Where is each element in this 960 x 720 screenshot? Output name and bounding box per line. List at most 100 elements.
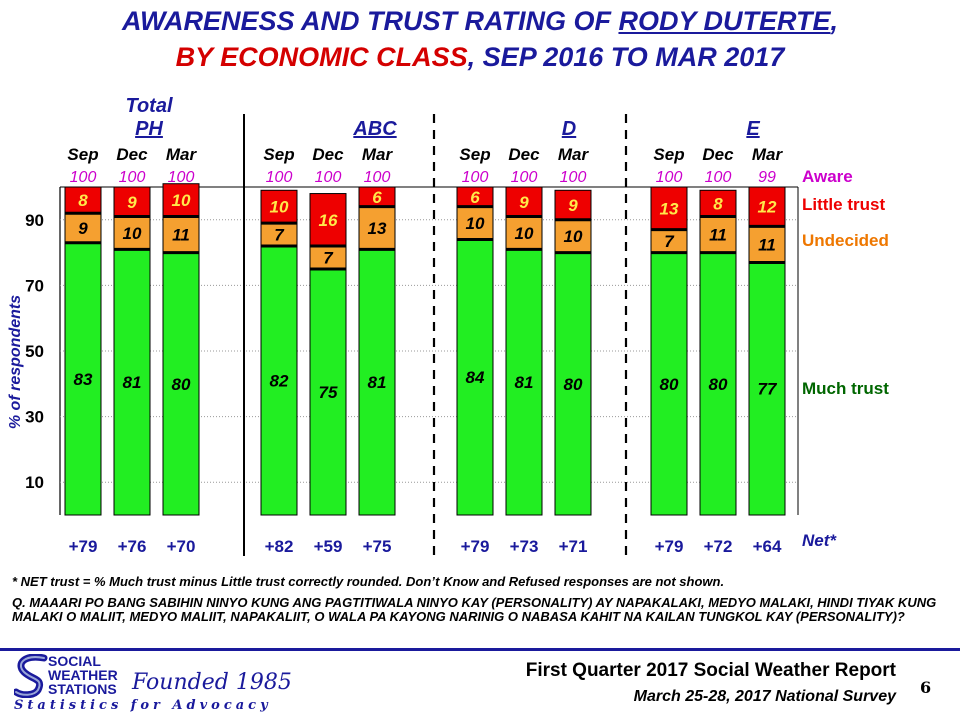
little-trust-value: 9: [519, 193, 529, 212]
bar-little-trust: [505, 186, 543, 218]
net-trust-value: +79: [461, 537, 490, 556]
little-trust-value: 6: [470, 188, 480, 207]
aware-value: 100: [560, 169, 587, 186]
period-label: Dec: [312, 145, 344, 164]
org-name: SOCIAL WEATHER STATIONS: [48, 654, 118, 696]
bar-little-trust: [554, 189, 592, 221]
y-tick-label: 10: [25, 473, 44, 492]
org-tagline: Statistics for Advocacy: [14, 698, 272, 713]
much-trust-value: 75: [319, 383, 338, 402]
footer-rule: [0, 648, 960, 651]
little-trust-value: 6: [372, 188, 382, 207]
bar-much-trust: [64, 242, 102, 516]
much-trust-value: 81: [123, 373, 142, 392]
chart-title-line1: AWARENESS AND TRUST RATING OF RODY DUTER…: [0, 6, 960, 37]
bar-little-trust: [309, 193, 347, 247]
bar-little-trust: [748, 186, 786, 227]
little-trust-value: 9: [568, 196, 578, 215]
net-trust-value: +79: [69, 537, 98, 556]
little-trust-value: 13: [660, 199, 679, 218]
period-label: Dec: [508, 145, 540, 164]
group-label: PH: [135, 118, 163, 140]
org-name-line3: STATIONS: [48, 681, 117, 697]
net-trust-value: +79: [655, 537, 684, 556]
period-label: Dec: [116, 145, 148, 164]
bar-little-trust: [162, 183, 200, 218]
org-name-line2: WEATHER: [48, 667, 118, 683]
y-tick-label: 70: [25, 276, 44, 295]
legend-much-trust: Much trust: [802, 379, 889, 398]
bar-undecided: [554, 219, 592, 254]
bar-little-trust: [650, 186, 688, 231]
much-trust-value: 81: [368, 373, 387, 392]
net-trust-value: +71: [559, 537, 588, 556]
period-label: Sep: [263, 145, 294, 164]
little-trust-value: 12: [758, 198, 777, 217]
report-title: First Quarter 2017 Social Weather Report: [525, 660, 896, 681]
much-trust-value: 84: [466, 368, 485, 387]
period-label: Mar: [166, 145, 198, 164]
survey-date: March 25-28, 2017 National Survey: [633, 688, 896, 705]
aware-value: 100: [511, 169, 538, 186]
title-prefix: AWARENESS AND TRUST RATING OF: [121, 6, 619, 36]
y-tick-label: 50: [25, 342, 44, 361]
net-trust-value: +72: [704, 537, 733, 556]
net-trust-value: +64: [753, 537, 782, 556]
bar-little-trust: [113, 186, 151, 218]
much-trust-value: 80: [709, 375, 728, 394]
sws-logo-icon: [14, 654, 48, 698]
undecided-value: 7: [323, 249, 334, 268]
much-trust-value: 81: [515, 373, 534, 392]
bar-much-trust: [650, 252, 688, 516]
undecided-value: 10: [123, 224, 142, 243]
much-trust-value: 82: [270, 372, 289, 391]
undecided-value: 10: [466, 214, 485, 233]
group-label-top: Total: [125, 95, 172, 117]
title-name: RODY DUTERTE: [618, 6, 831, 36]
y-tick-label: 90: [25, 211, 44, 230]
title-economic-class: BY ECONOMIC CLASS: [175, 42, 468, 72]
period-label: Sep: [459, 145, 490, 164]
period-label: Sep: [67, 145, 98, 164]
aware-value: 100: [168, 169, 195, 186]
bar-undecided: [456, 206, 494, 240]
little-trust-value: 16: [319, 211, 338, 230]
founded-text: Founded 1985: [132, 670, 292, 695]
aware-value: 100: [364, 169, 391, 186]
net-trust-footnote: * NET trust = % Much trust minus Little …: [12, 574, 725, 589]
period-label: Dec: [702, 145, 734, 164]
undecided-value: 10: [515, 224, 534, 243]
group-label: D: [562, 118, 576, 140]
legend-aware: Aware: [802, 167, 853, 186]
much-trust-value: 80: [660, 375, 679, 394]
bar-much-trust: [309, 268, 347, 516]
aware-value: 100: [705, 169, 732, 186]
bar-much-trust: [505, 248, 543, 516]
little-trust-value: 9: [127, 193, 137, 212]
page-number: 6: [920, 678, 932, 697]
period-label: Sep: [653, 145, 684, 164]
aware-value: 100: [266, 169, 293, 186]
bar-undecided: [162, 216, 200, 254]
y-axis-label: % of respondents: [7, 295, 24, 429]
period-label: Mar: [362, 145, 394, 164]
aware-value: 99: [758, 169, 776, 186]
net-trust-value: +73: [510, 537, 539, 556]
net-trust-value: +82: [265, 537, 294, 556]
org-name-line1: SOCIAL: [48, 653, 101, 669]
aware-value: 100: [119, 169, 146, 186]
much-trust-value: 77: [758, 380, 778, 399]
aware-value: 100: [656, 169, 683, 186]
undecided-value: 7: [274, 226, 285, 245]
undecided-value: 11: [758, 235, 776, 254]
net-trust-value: +59: [314, 537, 343, 556]
little-trust-value: 10: [270, 198, 289, 217]
undecided-value: 9: [78, 219, 88, 238]
survey-question: Q. MAAARI PO BANG SABIHIN NINYO KUNG ANG…: [12, 595, 937, 624]
period-label: Mar: [752, 145, 784, 164]
undecided-value: 11: [172, 226, 190, 245]
y-tick-label: 30: [25, 408, 44, 427]
legend-undecided: Undecided: [802, 231, 889, 250]
title-suffix: ,: [830, 6, 839, 36]
